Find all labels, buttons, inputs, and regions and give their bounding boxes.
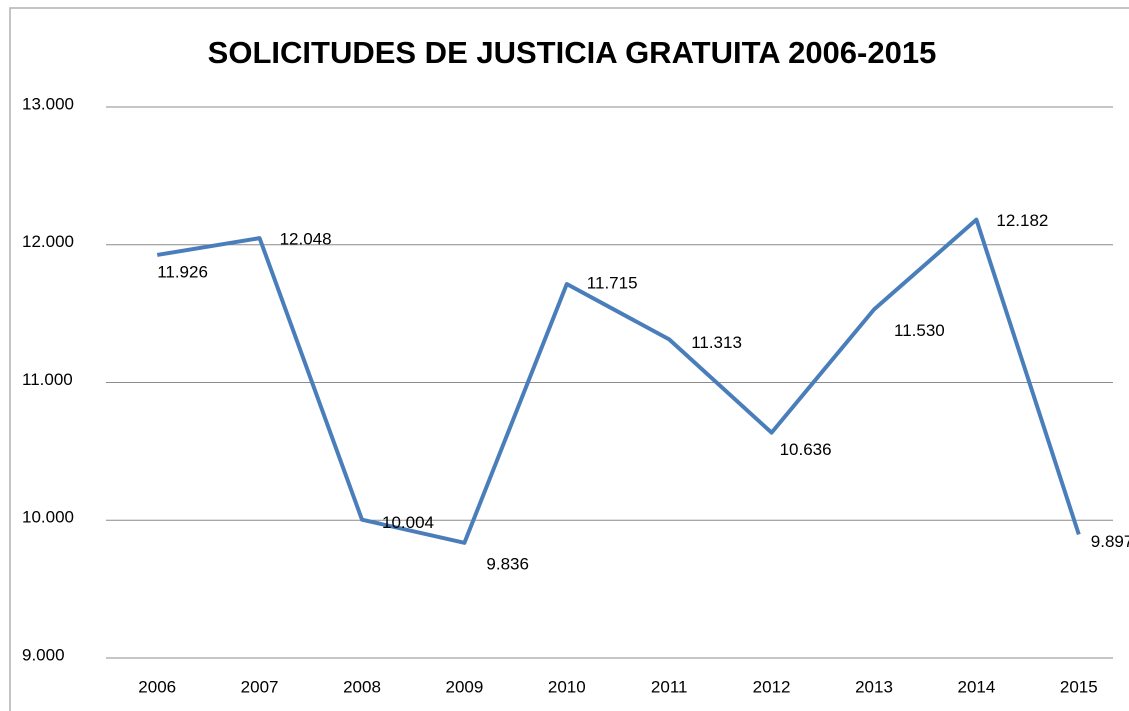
y-tick-label: 11.000 <box>22 370 73 389</box>
y-tick-label: 9.000 <box>22 645 65 664</box>
data-label: 11.313 <box>691 333 742 352</box>
x-tick-label: 2015 <box>1060 677 1098 696</box>
data-label: 12.048 <box>280 230 332 249</box>
data-label: 10.004 <box>382 513 434 532</box>
x-tick-label: 2011 <box>651 677 688 696</box>
y-tick-label: 12.000 <box>22 232 74 251</box>
x-tick-label: 2012 <box>753 677 791 696</box>
data-label: 12.182 <box>996 211 1048 230</box>
data-label: 9.897 <box>1091 532 1129 551</box>
data-label: 10.636 <box>780 440 832 459</box>
x-tick-label: 2009 <box>445 677 483 696</box>
y-tick-label: 13.000 <box>22 94 74 113</box>
x-tick-label: 2008 <box>343 677 381 696</box>
x-tick-label: 2014 <box>957 677 995 696</box>
y-tick-label: 10.000 <box>22 508 74 527</box>
x-tick-label: 2010 <box>548 677 586 696</box>
data-label: 11.715 <box>587 273 638 292</box>
x-tick-label: 2007 <box>241 677 279 696</box>
chart-title: SOLICITUDES DE JUSTICIA GRATUITA 2006-20… <box>208 35 937 70</box>
data-label: 9.836 <box>486 554 529 573</box>
x-tick-label: 2013 <box>855 677 893 696</box>
data-label: 11.926 <box>157 262 208 281</box>
x-tick-label: 2006 <box>138 677 176 696</box>
data-line <box>156 217 1081 545</box>
data-label: 11.530 <box>894 321 945 340</box>
chart-frame <box>9 7 1129 711</box>
